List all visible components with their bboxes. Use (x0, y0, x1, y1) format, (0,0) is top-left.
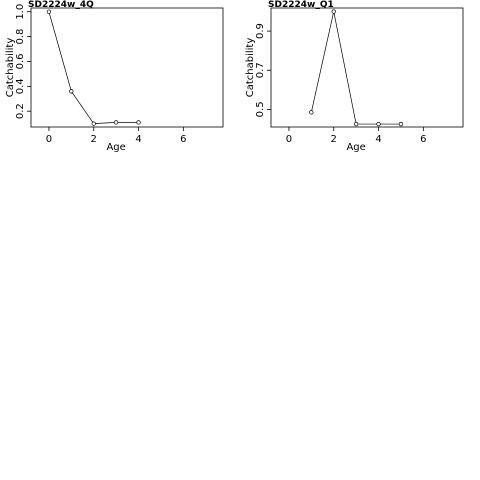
x-axis-label: Age (346, 142, 365, 153)
y-tick-label: 0.4 (15, 78, 26, 94)
data-point (331, 9, 336, 14)
data-point (309, 110, 314, 115)
plot-frame (270, 7, 464, 128)
data-point (353, 121, 359, 127)
y-axis-label: Catchability (245, 38, 256, 98)
x-tick-label: 6 (420, 134, 426, 145)
data-point (91, 121, 96, 126)
x-axis-label: Age (106, 142, 125, 153)
x-tick-label: 6 (180, 134, 186, 145)
data-line (48, 11, 139, 125)
data-point (398, 121, 404, 127)
y-tick-label: 0.8 (15, 29, 26, 45)
y-tick-label: 0.9 (255, 23, 266, 39)
y-tick-label: 1.0 (15, 4, 26, 20)
data-point (46, 9, 52, 14)
y-tick-label: 0.6 (15, 54, 26, 70)
data-point (113, 120, 119, 125)
y-tick-label: 0.2 (15, 103, 26, 119)
data-point (69, 89, 74, 94)
x-tick-label: 4 (135, 134, 141, 145)
x-tick-label: 0 (46, 134, 52, 145)
data-line (310, 11, 401, 125)
data-point (136, 120, 141, 125)
data-point (376, 121, 381, 127)
y-tick-label: 0.7 (255, 62, 266, 78)
chart-title: SD2224w_Q1 (268, 0, 334, 10)
x-tick-label: 2 (331, 134, 337, 145)
y-axis-label: Catchability (5, 38, 16, 98)
y-tick-label: 0.5 (255, 101, 266, 117)
x-tick-label: 0 (286, 134, 292, 145)
chart-title: SD2224w_4Q (28, 0, 94, 10)
x-tick-label: 4 (375, 134, 381, 145)
plot-frame (30, 7, 224, 128)
x-tick-label: 2 (91, 134, 97, 145)
